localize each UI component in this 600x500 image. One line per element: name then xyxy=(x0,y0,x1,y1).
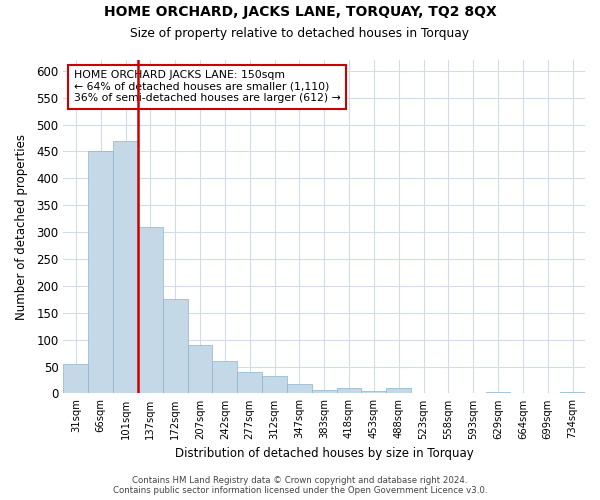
Bar xyxy=(287,384,312,394)
Bar xyxy=(113,140,138,394)
Bar xyxy=(64,364,88,394)
Bar xyxy=(188,345,212,394)
Bar xyxy=(485,392,511,394)
Text: HOME ORCHARD JACKS LANE: 150sqm
← 64% of detached houses are smaller (1,110)
36%: HOME ORCHARD JACKS LANE: 150sqm ← 64% of… xyxy=(74,70,341,103)
Bar xyxy=(560,392,585,394)
Bar xyxy=(361,392,386,394)
Bar xyxy=(212,361,237,394)
Bar xyxy=(386,388,411,394)
Text: HOME ORCHARD, JACKS LANE, TORQUAY, TQ2 8QX: HOME ORCHARD, JACKS LANE, TORQUAY, TQ2 8… xyxy=(104,5,496,19)
Bar xyxy=(138,226,163,394)
Bar xyxy=(237,372,262,394)
X-axis label: Distribution of detached houses by size in Torquay: Distribution of detached houses by size … xyxy=(175,447,473,460)
Y-axis label: Number of detached properties: Number of detached properties xyxy=(15,134,28,320)
Bar xyxy=(262,376,287,394)
Bar xyxy=(411,393,436,394)
Bar xyxy=(88,152,113,394)
Bar xyxy=(163,300,188,394)
Bar xyxy=(312,390,337,394)
Text: Size of property relative to detached houses in Torquay: Size of property relative to detached ho… xyxy=(131,28,470,40)
Text: Contains HM Land Registry data © Crown copyright and database right 2024.
Contai: Contains HM Land Registry data © Crown c… xyxy=(113,476,487,495)
Bar xyxy=(337,388,361,394)
